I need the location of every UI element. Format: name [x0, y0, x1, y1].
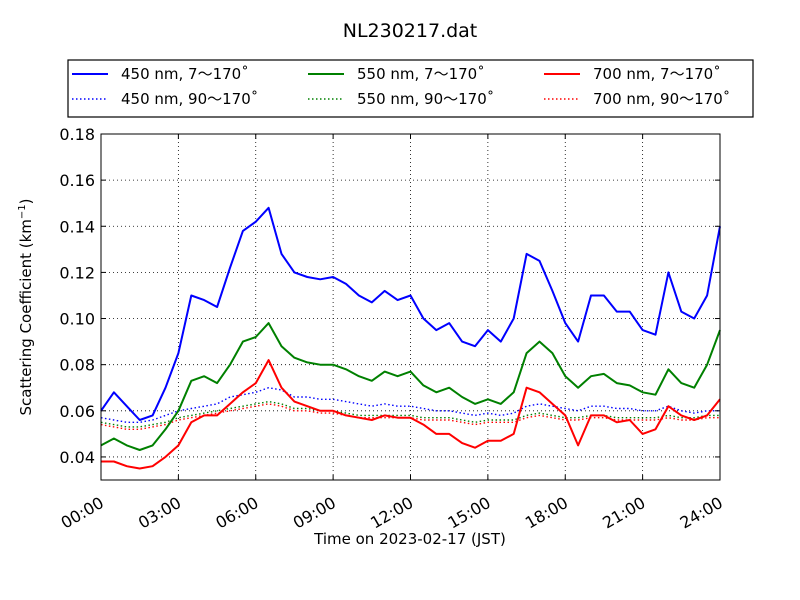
y-axis-label-superscript: −1: [17, 204, 28, 219]
y-tick-label: 0.04: [59, 448, 95, 467]
legend-label: 550 nm, 7～170˚: [357, 65, 485, 83]
plot-area: 0.040.060.080.100.120.140.160.18 00:00 03…: [58, 125, 726, 533]
y-tick-label: 0.10: [59, 310, 95, 329]
series-line-450-nm-7-170: [100, 206, 721, 421]
x-axis-label: Time on 2023-02-17 (JST): [313, 530, 506, 548]
legend-label: 450 nm, 90～170˚: [121, 90, 258, 108]
legend-label: 700 nm, 90～170˚: [593, 90, 730, 108]
y-axis-label: Scattering Coefficient (km−1): [17, 198, 35, 415]
y-tick-label: 0.08: [59, 356, 95, 375]
y-tick-label: 0.12: [59, 263, 95, 282]
y-tick-label: 0.06: [59, 402, 95, 421]
y-tick-label: 0.14: [59, 217, 95, 236]
legend-label: 550 nm, 90～170˚: [357, 90, 494, 108]
legend-frame: [67, 59, 754, 118]
y-axis-label-main: Scattering Coefficient (km: [17, 219, 35, 415]
y-tick-label: 0.18: [59, 125, 95, 144]
y-tick-label: 0.16: [59, 171, 95, 190]
legend-label: 700 nm, 7～170˚: [593, 65, 721, 83]
series-line-550-nm-7-170: [100, 322, 721, 451]
series-line-700-nm-7-170: [101, 359, 721, 470]
y-axis-label-close: ): [17, 198, 35, 204]
series-line-550-nm-90-170: [100, 400, 720, 428]
legend: 450 nm, 7～170˚ 550 nm, 7～170˚ 700 nm, 7～17…: [67, 59, 754, 118]
legend-label: 450 nm, 7～170˚: [121, 65, 249, 83]
series-layer: [100, 206, 721, 470]
y-axis: 0.04 0.06 0.08 0.10 0.12 0.14 0.16 0.18: [59, 125, 720, 467]
chart-title: NL230217.dat: [343, 20, 478, 42]
